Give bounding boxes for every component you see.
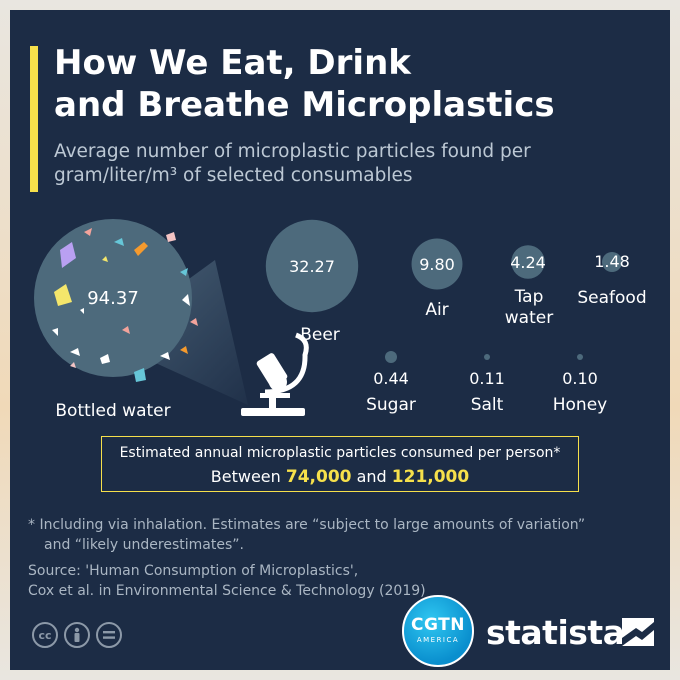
bubble-salt [484,354,490,360]
statista-mark-icon [622,618,654,646]
value-label-seafood: 1.48 [594,252,630,271]
no-derivatives-icon [96,622,122,648]
category-label-air: Air [425,300,448,320]
value-label-sugar: 0.44 [373,369,409,388]
value-label-bottled-water: 94.37 [87,288,139,309]
category-label-salt: Salt [471,395,504,415]
footnote-line2: and “likely underestimates”. [44,537,244,553]
value-label-tap-water: 4.24 [510,253,546,272]
estimate-label: Estimated annual microplastic particles … [119,445,561,461]
source-note: Source: 'Human Consumption of Microplast… [28,561,658,601]
estimate-low: 74,000 [285,467,352,487]
bubble-beer [265,219,359,313]
attribution-icon [64,622,90,648]
infographic-card: How We Eat, Drink and Breathe Microplast… [10,10,670,670]
footnote: * Including via inhalation. Estimates ar… [28,515,658,555]
category-label-sugar: Sugar [366,395,416,415]
estimate-box: Estimated annual microplastic particles … [101,436,579,492]
source-line2: Cox et al. in Environmental Science & Te… [28,583,426,599]
cc-icon: cc [32,622,58,648]
license-icons: cc [32,622,122,648]
estimate-conjunction: and [356,467,387,486]
value-label-salt: 0.11 [469,369,505,388]
category-label-seafood: Seafood [577,288,646,308]
estimate-prefix: Between [210,467,281,486]
subtitle: Average number of microplastic particles… [54,141,531,186]
bubble-chart: 94.37 Bottled water 32.27 Beer 9.80 Air 4.24 Ta… [34,219,647,421]
category-label-tap-water: Tap water [505,287,553,328]
bubble-seafood [602,252,622,272]
estimate-range: Between 74,000 and 121,000 [102,467,578,487]
source-line1: Source: 'Human Consumption of Microplast… [28,563,359,579]
category-label-honey: Honey [553,395,607,415]
value-label-air: 9.80 [419,255,455,274]
page-title: How We Eat, Drink and Breathe Microplast… [54,43,555,125]
bubble-sugar [385,351,397,363]
category-label-bottled-water: Bottled water [55,401,170,421]
bubble-honey [577,354,583,360]
category-label-beer: Beer [300,325,340,345]
microplastic-particles [52,228,198,382]
bubble-air [411,238,463,290]
microscope-icon [241,332,309,416]
title-accent-bar [30,46,38,192]
value-label-honey: 0.10 [562,369,598,388]
estimate-high: 121,000 [391,467,470,487]
bubble-tap-water [511,245,545,279]
cgtn-logo: CGTN AMERICA [402,595,474,667]
statista-logo: statista [486,613,625,652]
value-label-beer: 32.27 [289,257,335,276]
footnote-line1: * Including via inhalation. Estimates ar… [28,517,586,533]
